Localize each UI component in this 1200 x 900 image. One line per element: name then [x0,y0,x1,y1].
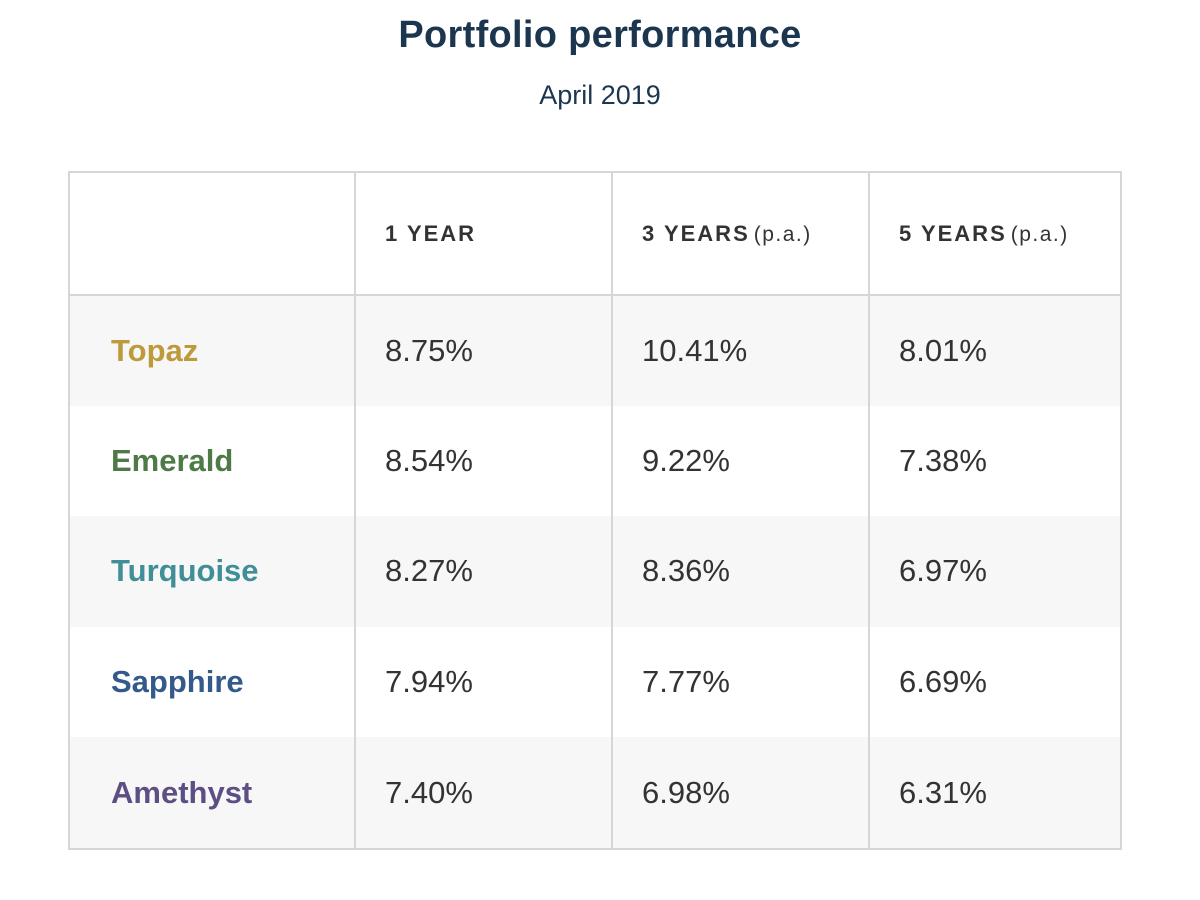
return-value: 10.41% [611,295,869,406]
table-row: Topaz 8.75% 10.41% 8.01% [70,295,1120,406]
portfolio-name: Topaz [111,332,199,368]
table-body: Topaz 8.75% 10.41% 8.01% Emerald 8.54% 9.22% 7.… [70,295,1120,848]
header-label: 1 YEAR [385,220,477,246]
return-value: 6.31% [868,737,1120,848]
return-value: 6.97% [868,516,1120,627]
chart-subtitle: April 2019 [539,80,661,110]
return-value: 8.54% [354,405,612,517]
portfolio-name: Amethyst [111,774,253,810]
return-value: 8.27% [354,516,612,627]
chart-title: Portfolio performance [398,14,802,56]
header-suffix: (p.a.) [753,222,812,246]
portfolio-name: Emerald [111,442,234,478]
portfolio-name: Sapphire [111,664,244,700]
header-cell-empty [70,173,355,296]
return-value: 8.75% [354,295,612,406]
table-row: Turquoise 8.27% 8.36% 6.97% [70,516,1120,627]
header-cell-3-years: 3 YEARS (p.a.) [611,173,869,296]
performance-table: 1 YEAR 3 YEARS (p.a.) 5 YEARS (p.a.) Topaz… [68,171,1122,850]
return-value: 6.98% [611,737,869,848]
header-row: 1 YEAR 3 YEARS (p.a.) 5 YEARS (p.a.) [70,173,1120,296]
return-value: 7.38% [868,405,1120,517]
return-value: 8.01% [868,295,1120,406]
header-cell-1-year: 1 YEAR [354,173,612,296]
header-suffix: (p.a.) [1010,222,1069,246]
portfolio-name: Turquoise [111,553,259,589]
header-label: 3 YEARS [642,220,750,246]
table-row: Sapphire 7.94% 7.77% 6.69% [70,626,1120,738]
return-value: 7.94% [354,626,612,738]
return-value: 9.22% [611,405,869,517]
header-label: 5 YEARS [899,220,1007,246]
return-value: 6.69% [868,626,1120,738]
table-row: Amethyst 7.40% 6.98% 6.31% [70,737,1120,848]
return-value: 7.40% [354,737,612,848]
return-value: 7.77% [611,626,869,738]
return-value: 8.36% [611,516,869,627]
table-row: Emerald 8.54% 9.22% 7.38% [70,405,1120,517]
header-cell-5-years: 5 YEARS (p.a.) [868,173,1120,296]
